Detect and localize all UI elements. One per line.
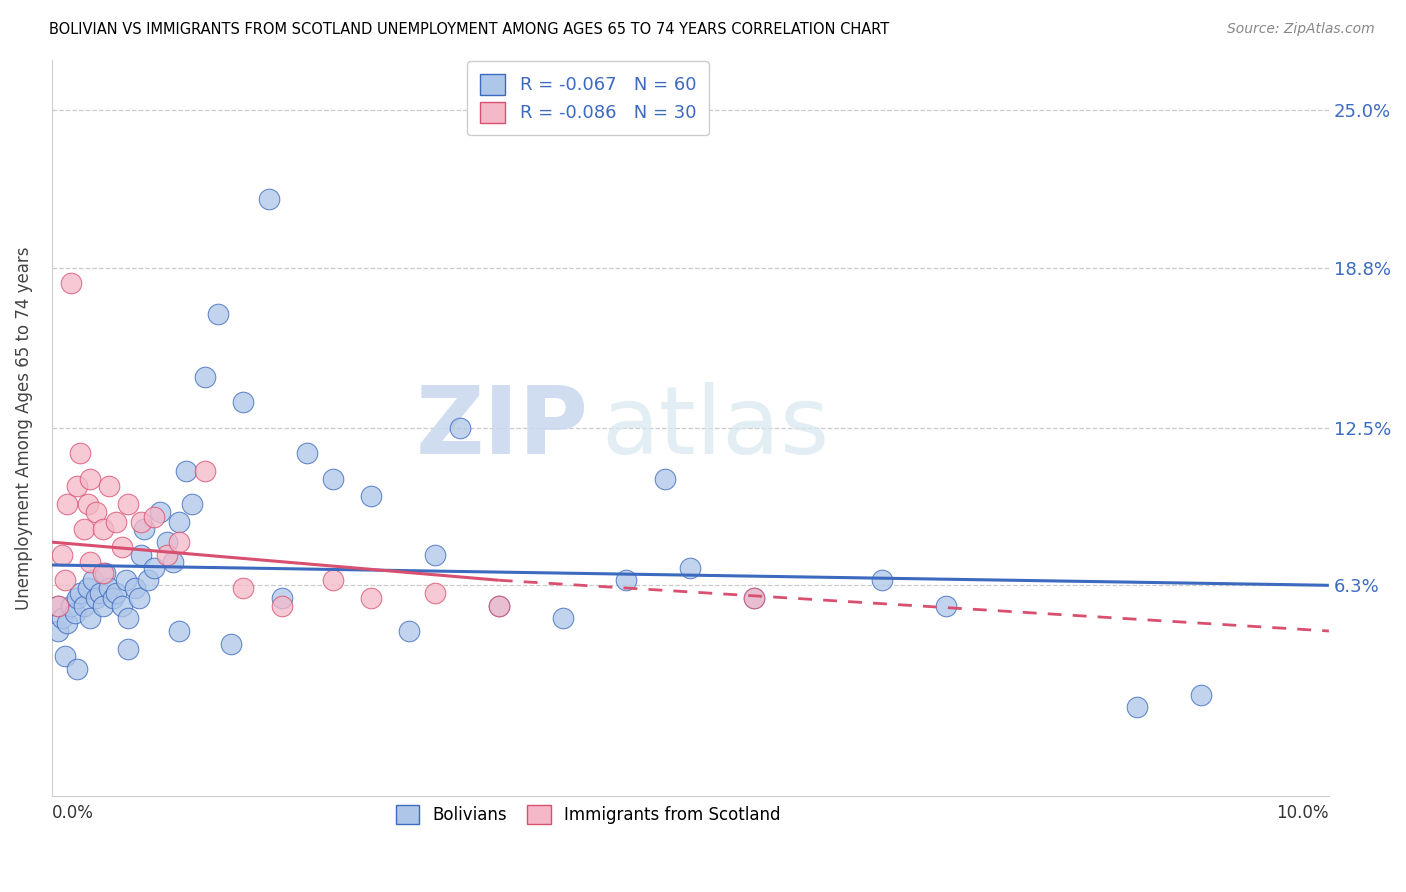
Point — [174, 464, 197, 478]
Text: 10.0%: 10.0% — [1277, 804, 1329, 822]
Point — [117, 497, 139, 511]
Point — [117, 641, 139, 656]
Point — [59, 599, 82, 613]
Point — [111, 540, 134, 554]
Point — [66, 662, 89, 676]
Point — [156, 535, 179, 549]
Point — [51, 548, 73, 562]
Point — [101, 591, 124, 605]
Point — [1189, 688, 1212, 702]
Point — [91, 523, 114, 537]
Point — [132, 523, 155, 537]
Point — [488, 599, 510, 613]
Point — [114, 573, 136, 587]
Point — [162, 556, 184, 570]
Point — [679, 560, 702, 574]
Point — [142, 560, 165, 574]
Point — [398, 624, 420, 638]
Point — [181, 497, 204, 511]
Point — [136, 573, 159, 587]
Point — [86, 591, 108, 605]
Point — [169, 624, 191, 638]
Point — [488, 599, 510, 613]
Text: BOLIVIAN VS IMMIGRANTS FROM SCOTLAND UNEMPLOYMENT AMONG AGES 65 TO 74 YEARS CORR: BOLIVIAN VS IMMIGRANTS FROM SCOTLAND UNE… — [49, 22, 890, 37]
Point — [870, 573, 893, 587]
Y-axis label: Unemployment Among Ages 65 to 74 years: Unemployment Among Ages 65 to 74 years — [15, 246, 32, 609]
Point — [1126, 700, 1149, 714]
Point — [73, 599, 96, 613]
Point — [129, 515, 152, 529]
Point — [156, 548, 179, 562]
Point — [82, 573, 104, 587]
Point — [322, 573, 344, 587]
Point — [56, 497, 79, 511]
Point — [169, 535, 191, 549]
Point — [124, 581, 146, 595]
Point — [149, 505, 172, 519]
Point — [270, 599, 292, 613]
Point — [46, 599, 69, 613]
Point — [360, 591, 382, 605]
Point — [94, 566, 117, 580]
Point — [63, 606, 86, 620]
Point — [79, 556, 101, 570]
Point — [69, 586, 91, 600]
Point — [104, 586, 127, 600]
Point — [207, 307, 229, 321]
Point — [104, 515, 127, 529]
Point — [194, 370, 217, 384]
Point — [423, 586, 446, 600]
Point — [270, 591, 292, 605]
Point — [322, 472, 344, 486]
Point — [79, 611, 101, 625]
Point — [128, 591, 150, 605]
Point — [66, 479, 89, 493]
Point — [232, 581, 254, 595]
Point — [360, 490, 382, 504]
Point — [53, 573, 76, 587]
Point — [169, 515, 191, 529]
Point — [654, 472, 676, 486]
Point — [129, 548, 152, 562]
Text: Source: ZipAtlas.com: Source: ZipAtlas.com — [1227, 22, 1375, 37]
Point — [111, 599, 134, 613]
Point — [257, 192, 280, 206]
Point — [53, 649, 76, 664]
Point — [98, 479, 121, 493]
Text: 0.0%: 0.0% — [52, 804, 94, 822]
Point — [46, 599, 69, 613]
Point — [742, 591, 765, 605]
Point — [66, 591, 89, 605]
Point — [616, 573, 638, 587]
Point — [76, 581, 98, 595]
Point — [98, 581, 121, 595]
Point — [219, 637, 242, 651]
Point — [89, 586, 111, 600]
Point — [73, 523, 96, 537]
Text: atlas: atlas — [600, 382, 830, 474]
Point — [51, 611, 73, 625]
Point — [295, 446, 318, 460]
Point — [86, 505, 108, 519]
Point — [232, 395, 254, 409]
Point — [742, 591, 765, 605]
Point — [449, 421, 471, 435]
Point — [117, 611, 139, 625]
Text: ZIP: ZIP — [415, 382, 588, 474]
Point — [551, 611, 574, 625]
Point — [46, 624, 69, 638]
Point — [423, 548, 446, 562]
Point — [91, 566, 114, 580]
Point — [56, 616, 79, 631]
Point — [69, 446, 91, 460]
Point — [76, 497, 98, 511]
Point — [194, 464, 217, 478]
Point — [142, 509, 165, 524]
Legend: Bolivians, Immigrants from Scotland: Bolivians, Immigrants from Scotland — [384, 793, 792, 836]
Point — [935, 599, 957, 613]
Point — [91, 599, 114, 613]
Point — [79, 472, 101, 486]
Point — [59, 276, 82, 290]
